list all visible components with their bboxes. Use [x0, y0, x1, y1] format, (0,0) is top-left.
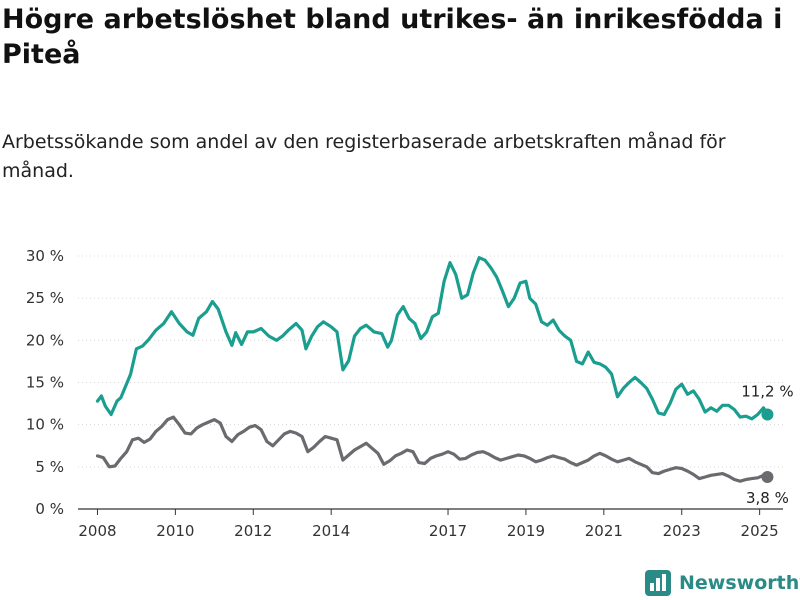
x-tick-label: 2014 — [312, 522, 350, 540]
x-tick-label: 2008 — [78, 522, 116, 540]
y-tick-label: 5 % — [35, 458, 64, 476]
end-value-label: 11,2 % — [741, 383, 793, 401]
bar-chart-icon — [645, 570, 671, 596]
page-subtitle: Arbetssökande som andel av den registerb… — [2, 131, 726, 182]
y-tick-label: 15 % — [26, 374, 64, 392]
series-line-utlandsf-dda — [95, 256, 769, 421]
y-tick-label: 20 % — [26, 331, 64, 349]
y-tick-label: 30 % — [26, 247, 64, 265]
x-axis: 2008 2010 2012 2014 2017 2019 2021 2023 2025 — [78, 509, 779, 540]
y-tick-label: 10 % — [26, 416, 64, 434]
y-tick-label: 25 % — [26, 289, 64, 307]
x-tick-label: 2019 — [507, 522, 545, 540]
page-title: Högre arbetslöshet bland utrikes- än inr… — [2, 4, 783, 70]
end-value-label: 3,8 % — [746, 489, 789, 507]
series-endpoint — [761, 470, 774, 483]
series-line-total-arbetsl-shet — [95, 415, 769, 483]
series-endpoint — [761, 408, 774, 421]
y-axis: 0 % 5 % 10 % 15 % 20 % 25 % 30 % — [26, 247, 64, 518]
x-tick-label: 2023 — [663, 522, 701, 540]
brand-logo: Newsworthy — [645, 568, 800, 598]
x-tick-label: 2012 — [234, 522, 272, 540]
series-lines — [95, 256, 774, 483]
x-tick-label: 2010 — [156, 522, 194, 540]
brand-name: Newsworthy — [679, 572, 800, 594]
series-labels: UtlandsföddaTotal arbetslöshet11,2 %3,8 … — [739, 381, 795, 509]
x-tick-label: 2017 — [429, 522, 467, 540]
x-tick-label: 2021 — [585, 522, 623, 540]
gridlines — [78, 255, 783, 510]
x-tick-label: 2025 — [741, 522, 779, 540]
y-tick-label: 0 % — [35, 500, 64, 518]
